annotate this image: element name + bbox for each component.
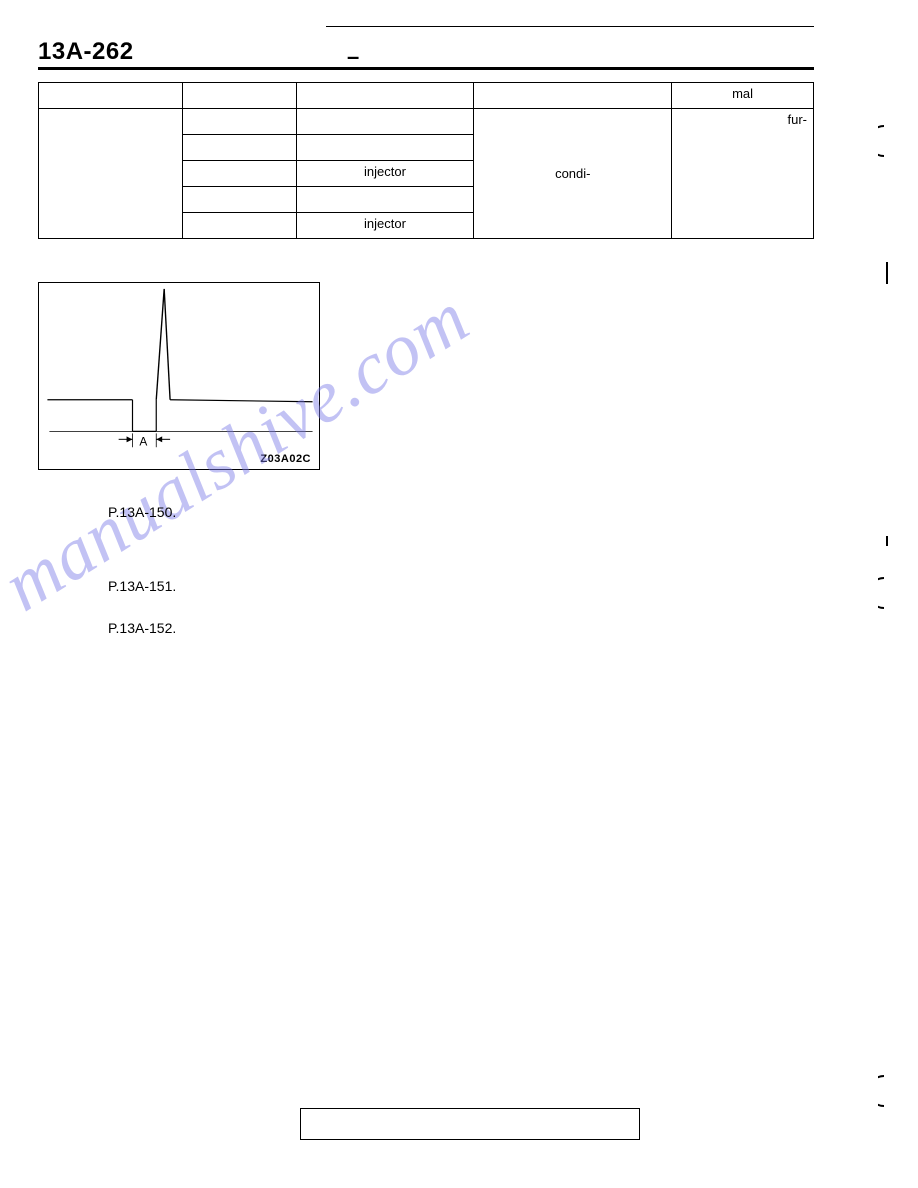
- table-row: condi- fur-: [39, 109, 814, 135]
- cell: [474, 83, 672, 109]
- cell: [296, 83, 474, 109]
- header-rule-main: [38, 67, 814, 70]
- cell: injector: [296, 213, 474, 239]
- punch-hole-icon: [878, 572, 918, 614]
- punch-hole-icon: [878, 120, 918, 162]
- page: 13A-262 – mal condi- fur- injector: [0, 0, 918, 1188]
- cell: condi-: [474, 109, 672, 239]
- waveform-svg: A: [39, 283, 319, 469]
- cell: [296, 135, 474, 161]
- table-row: mal: [39, 83, 814, 109]
- page-ref: P.13A-152.: [108, 620, 176, 636]
- cell: [296, 187, 474, 213]
- cell: [182, 161, 296, 187]
- punch-hole-icon: [878, 1070, 918, 1112]
- data-table: mal condi- fur- injector injector: [38, 82, 814, 239]
- cell: injector: [296, 161, 474, 187]
- cell: [182, 83, 296, 109]
- cell: [182, 109, 296, 135]
- cell: fur-: [672, 109, 814, 239]
- cell: [182, 213, 296, 239]
- cell: mal: [672, 83, 814, 109]
- waveform-diagram: A Z03A02C: [38, 282, 320, 470]
- cell: [182, 187, 296, 213]
- edge-mark: [886, 262, 888, 284]
- cell: [296, 109, 474, 135]
- page-ref: P.13A-151.: [108, 578, 176, 594]
- edge-mark: [886, 536, 888, 546]
- diagram-code: Z03A02C: [260, 453, 311, 465]
- page-number: 13A-262: [38, 38, 134, 66]
- a-label: A: [139, 434, 147, 448]
- cell: [39, 83, 183, 109]
- cell: [39, 109, 183, 239]
- footer-box: [300, 1108, 640, 1140]
- header-rule-top: [326, 26, 814, 27]
- cell: [182, 135, 296, 161]
- page-ref: P.13A-150.: [108, 504, 176, 520]
